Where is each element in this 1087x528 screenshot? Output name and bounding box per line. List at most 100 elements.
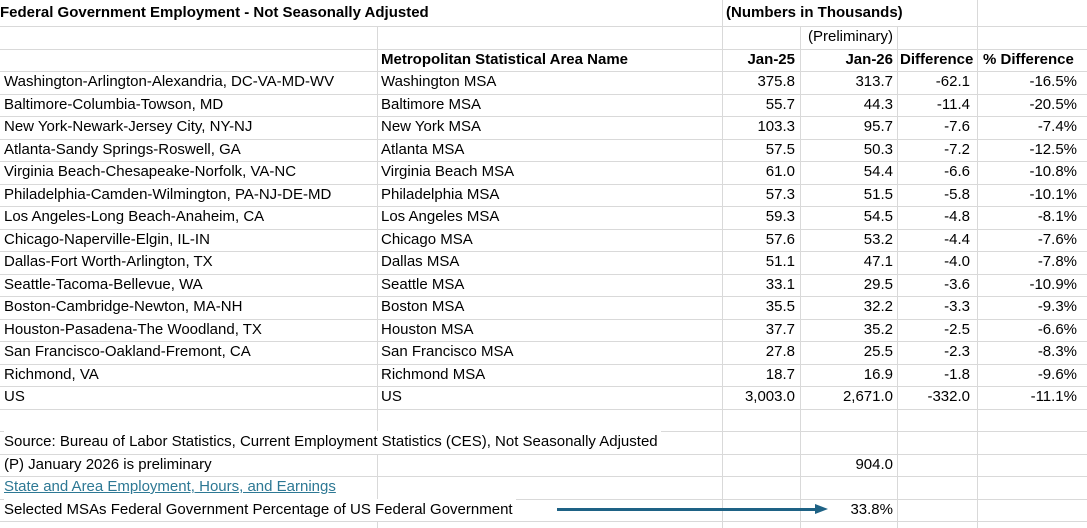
cell-jan25[interactable]: 59.3	[765, 208, 795, 225]
cell-area[interactable]: Virginia Beach-Chesapeake-Norfolk, VA-NC	[4, 163, 297, 180]
cell-difference[interactable]: -4.0	[944, 253, 970, 270]
cell-difference[interactable]: -2.5	[944, 320, 970, 338]
cell-area[interactable]: Philadelphia-Camden-Wilmington, PA-NJ-DE…	[4, 185, 332, 203]
cell-selected-value[interactable]: 33.8%	[850, 500, 893, 518]
cell-jan26[interactable]: 2,671.0	[842, 388, 893, 405]
cell-pct-difference[interactable]: -10.8%	[1029, 163, 1077, 180]
arrow-shape-head-icon[interactable]	[815, 503, 828, 514]
header-pct-difference[interactable]: % Difference	[983, 50, 1074, 68]
cell-msa[interactable]: Chicago MSA	[381, 230, 473, 248]
cell-jan26[interactable]: 50.3	[863, 140, 893, 158]
cell-jan26[interactable]: 95.7	[863, 118, 893, 135]
cell-msa[interactable]: Seattle MSA	[381, 275, 465, 293]
cell-jan25[interactable]: 57.3	[765, 185, 795, 203]
cell-jan26[interactable]: 32.2	[863, 298, 893, 315]
cell-difference[interactable]: -1.8	[944, 365, 970, 383]
cell-jan26[interactable]: 47.1	[863, 253, 893, 270]
cell-pct-difference[interactable]: -10.1%	[1029, 185, 1077, 203]
cell-msa[interactable]: Los Angeles MSA	[381, 208, 500, 225]
cell-jan26[interactable]: 35.2	[863, 320, 893, 338]
cell-difference[interactable]: -5.8	[944, 185, 970, 203]
header-msa-name[interactable]: Metropolitan Statistical Area Name	[381, 50, 629, 68]
cell-difference[interactable]: -7.6	[944, 118, 970, 135]
cell-pct-difference[interactable]: -9.3%	[1037, 298, 1077, 315]
cell-difference[interactable]: -4.8	[944, 208, 970, 225]
cell-difference[interactable]: -3.6	[944, 275, 970, 293]
cell-msa[interactable]: Washington MSA	[381, 73, 497, 90]
cell-pct-difference[interactable]: -11.1%	[1030, 388, 1077, 405]
cell-area[interactable]: Dallas-Fort Worth-Arlington, TX	[4, 253, 213, 270]
cell-area[interactable]: Baltimore-Columbia-Towson, MD	[4, 95, 224, 113]
cell-jan26[interactable]: 25.5	[863, 343, 893, 360]
arrow-shape-line[interactable]	[557, 508, 815, 511]
cell-jan26[interactable]: 51.5	[863, 185, 893, 203]
cell-jan25[interactable]: 51.1	[765, 253, 795, 270]
cell-msa[interactable]: Richmond MSA	[381, 365, 486, 383]
cell-pct-difference[interactable]: -12.5%	[1029, 140, 1077, 158]
cell-difference[interactable]: -2.3	[944, 343, 970, 360]
cell-jan26[interactable]: 44.3	[863, 95, 893, 113]
cell-difference[interactable]: -332.0	[927, 388, 970, 405]
cell-area[interactable]: Richmond, VA	[4, 365, 99, 383]
cell-msa[interactable]: Philadelphia MSA	[381, 185, 500, 203]
cell-preliminary-value[interactable]: 904.0	[855, 455, 893, 473]
cell-jan25[interactable]: 18.7	[765, 365, 795, 383]
cell-difference[interactable]: -7.2	[944, 140, 970, 158]
cell-area[interactable]: Boston-Cambridge-Newton, MA-NH	[4, 298, 243, 315]
cell-difference[interactable]: -62.1	[935, 73, 970, 90]
cell-msa[interactable]: US	[381, 388, 402, 405]
cell-area[interactable]: San Francisco-Oakland-Fremont, CA	[4, 343, 251, 360]
cell-jan26[interactable]: 53.2	[863, 230, 893, 248]
cell-jan26[interactable]: 29.5	[863, 275, 893, 293]
cell-difference[interactable]: -6.6	[944, 163, 970, 180]
cell-pct-difference[interactable]: -8.3%	[1037, 343, 1077, 360]
header-jan26[interactable]: Jan-26	[845, 50, 893, 68]
cell-jan25[interactable]: 375.8	[757, 73, 795, 90]
cell-pct-difference[interactable]: -7.4%	[1037, 118, 1077, 135]
cell-msa[interactable]: San Francisco MSA	[381, 343, 514, 360]
cell-pct-difference[interactable]: -6.6%	[1037, 320, 1077, 338]
cell-jan25[interactable]: 3,003.0	[744, 388, 795, 405]
cell-pct-difference[interactable]: -20.5%	[1029, 95, 1077, 113]
cell-area[interactable]: Houston-Pasadena-The Woodland, TX	[4, 320, 262, 338]
cell-difference[interactable]: -4.4	[944, 230, 970, 248]
cell-jan25[interactable]: 61.0	[765, 163, 795, 180]
cell-jan26[interactable]: 313.7	[855, 73, 893, 90]
cell-msa[interactable]: Atlanta MSA	[381, 140, 465, 158]
cell-area[interactable]: Seattle-Tacoma-Bellevue, WA	[4, 275, 203, 293]
cell-jan25[interactable]: 37.7	[765, 320, 795, 338]
header-difference[interactable]: Difference	[900, 50, 974, 68]
cell-area[interactable]: Washington-Arlington-Alexandria, DC-VA-M…	[4, 73, 335, 90]
cell-msa[interactable]: Boston MSA	[381, 298, 465, 315]
cell-pct-difference[interactable]: -8.1%	[1037, 208, 1077, 225]
cell-area[interactable]: US	[4, 388, 25, 405]
cell-jan25[interactable]: 103.3	[757, 118, 795, 135]
cell-area[interactable]: Atlanta-Sandy Springs-Roswell, GA	[4, 140, 241, 158]
cell-pct-difference[interactable]: -10.9%	[1029, 275, 1077, 293]
cell-jan25[interactable]: 55.7	[765, 95, 795, 113]
cell-area[interactable]: New York-Newark-Jersey City, NY-NJ	[4, 118, 253, 135]
source-link[interactable]: State and Area Employment, Hours, and Ea…	[4, 478, 336, 495]
cell-msa[interactable]: Baltimore MSA	[381, 95, 482, 113]
cell-area[interactable]: Los Angeles-Long Beach-Anaheim, CA	[4, 208, 265, 225]
header-jan25[interactable]: Jan-25	[747, 50, 795, 68]
cell-msa[interactable]: Dallas MSA	[381, 253, 460, 270]
cell-pct-difference[interactable]: -7.6%	[1037, 230, 1077, 248]
cell-msa[interactable]: New York MSA	[381, 118, 482, 135]
cell-msa[interactable]: Houston MSA	[381, 320, 474, 338]
cell-jan25[interactable]: 57.6	[765, 230, 795, 248]
cell-jan26[interactable]: 16.9	[863, 365, 893, 383]
cell-pct-difference[interactable]: -16.5%	[1029, 73, 1077, 90]
cell-msa[interactable]: Virginia Beach MSA	[381, 163, 515, 180]
cell-pct-difference[interactable]: -9.6%	[1037, 365, 1077, 383]
cell-jan25[interactable]: 57.5	[765, 140, 795, 158]
cell-difference[interactable]: -11.4	[936, 95, 970, 113]
cell-pct-difference[interactable]: -7.8%	[1037, 253, 1077, 270]
cell-jan25[interactable]: 27.8	[765, 343, 795, 360]
cell-difference[interactable]: -3.3	[944, 298, 970, 315]
cell-jan25[interactable]: 33.1	[765, 275, 795, 293]
cell-jan25[interactable]: 35.5	[765, 298, 795, 315]
cell-area[interactable]: Chicago-Naperville-Elgin, IL-IN	[4, 230, 210, 248]
cell-jan26[interactable]: 54.4	[863, 163, 893, 180]
cell-jan26[interactable]: 54.5	[863, 208, 893, 225]
